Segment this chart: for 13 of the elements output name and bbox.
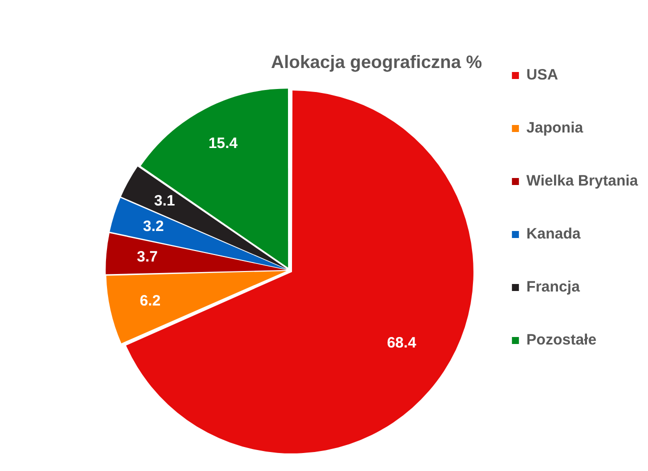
legend-label: Kanada xyxy=(526,226,582,243)
data-label: 3.7 xyxy=(136,248,158,266)
data-label: 3.2 xyxy=(142,218,164,236)
data-label: 68.4 xyxy=(386,334,417,352)
data-label: 6.2 xyxy=(140,292,161,310)
legend-label: Japonia xyxy=(526,120,584,137)
legend-label: Francja xyxy=(526,278,580,296)
legend-label: Wielka Brytania xyxy=(526,172,639,190)
legend-label: Pozostałe xyxy=(526,332,596,349)
legend-label: USA xyxy=(526,66,558,84)
data-label: 15.4 xyxy=(208,135,238,152)
chart-title: Alokacja geograficzna % xyxy=(270,52,482,72)
data-label: 3.1 xyxy=(154,192,175,210)
